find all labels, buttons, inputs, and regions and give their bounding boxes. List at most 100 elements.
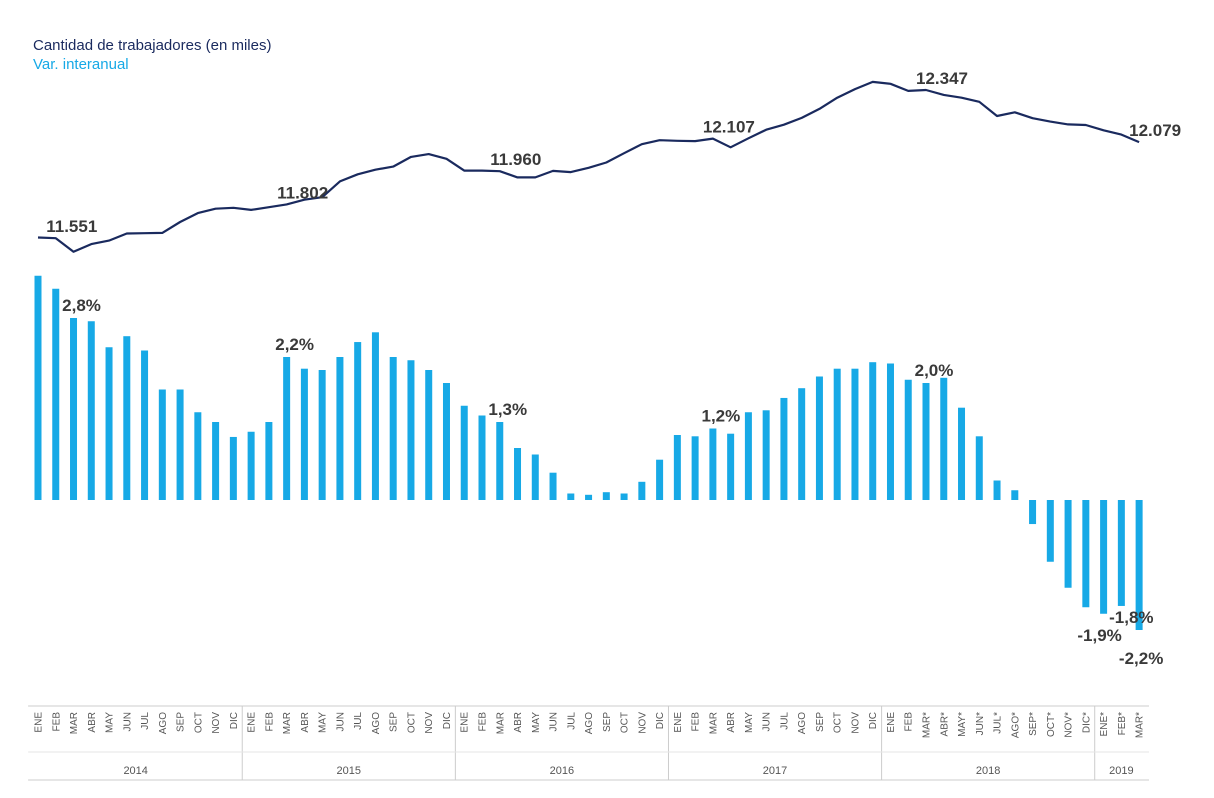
month-tick-label: FEB xyxy=(51,712,62,732)
month-tick-label: JUL xyxy=(779,712,790,730)
bar xyxy=(354,342,362,500)
month-tick-label: JUN xyxy=(122,712,133,731)
bar xyxy=(940,377,948,500)
month-tick-label: FEB* xyxy=(1117,712,1128,735)
bar xyxy=(158,389,166,500)
bar-value-label: 2,8% xyxy=(62,296,101,315)
bar xyxy=(105,347,113,500)
month-tick-label: ENE xyxy=(247,712,258,733)
month-tick-label: FEB xyxy=(478,712,489,732)
month-tick-label: MAY xyxy=(744,712,755,733)
month-tick-label: ABR xyxy=(513,712,524,733)
month-tick-label: MAR xyxy=(282,712,293,734)
line-value-label: 12.107 xyxy=(703,118,755,137)
month-tick-label: DIC xyxy=(655,712,666,729)
month-tick-label: MAY* xyxy=(957,712,968,737)
bar xyxy=(407,360,415,500)
month-tick-label: DIC xyxy=(868,712,879,729)
month-tick-label: AGO xyxy=(371,712,382,734)
month-tick-label: OCT xyxy=(833,712,844,733)
month-tick-label: MAR xyxy=(708,712,719,734)
bar xyxy=(656,459,664,500)
month-tick-label: JUL xyxy=(353,712,364,730)
month-tick-label: ENE xyxy=(886,712,897,733)
month-tick-label: SEP xyxy=(389,712,400,732)
bar xyxy=(567,493,575,500)
annotation-labels: 11.551 11.802 11.960 12.107 12.347 12.079 2,8%… xyxy=(46,69,1181,668)
bar xyxy=(1011,490,1019,500)
bar xyxy=(371,332,379,500)
bar xyxy=(638,481,646,500)
month-tick-label: ENE xyxy=(34,712,45,733)
legend-yoy-variation: Var. interanual xyxy=(33,56,129,73)
bar-value-label: -1,9% xyxy=(1077,626,1121,645)
bar xyxy=(229,436,237,500)
bar xyxy=(922,383,930,500)
month-tick-label: ENE xyxy=(460,712,471,733)
bar-value-label: -1,8% xyxy=(1109,608,1153,627)
month-tick-label: NOV xyxy=(211,712,222,734)
month-tick-label: ABR* xyxy=(939,712,950,737)
bar xyxy=(87,321,95,500)
bar xyxy=(780,397,788,500)
bar xyxy=(602,492,610,500)
bar-value-label: 1,3% xyxy=(488,400,527,419)
bar xyxy=(70,318,78,500)
month-tick-label: JUL xyxy=(566,712,577,730)
month-tick-label: NOV xyxy=(637,712,648,734)
month-tick-label: MAR* xyxy=(922,712,933,738)
month-tick-label: MAR xyxy=(69,712,80,734)
bar xyxy=(1082,500,1090,608)
workers-line xyxy=(37,80,1140,253)
bar-value-label: 1,2% xyxy=(702,407,741,426)
bar xyxy=(1100,500,1108,614)
bar xyxy=(425,370,433,500)
bar xyxy=(673,435,681,500)
bar xyxy=(389,357,397,500)
bar xyxy=(709,428,717,500)
month-tick-label: DIC xyxy=(229,712,240,729)
year-label: 2019 xyxy=(1109,765,1133,777)
bar xyxy=(691,436,699,500)
bar xyxy=(336,357,344,500)
month-tick-label: SEP xyxy=(176,712,187,732)
bar xyxy=(141,350,149,500)
month-tick-label: MAY xyxy=(531,712,542,733)
month-tick-label: FEB xyxy=(264,712,275,732)
month-tick-label: MAR xyxy=(495,712,506,734)
bar xyxy=(762,410,770,500)
bar xyxy=(442,383,450,500)
month-tick-label: AGO xyxy=(797,712,808,734)
bar xyxy=(993,480,1001,500)
month-tick-label: OCT xyxy=(406,712,417,733)
bar-value-label: 2,2% xyxy=(275,335,314,354)
bar xyxy=(300,368,308,500)
month-tick-label: DIC xyxy=(442,712,453,729)
month-tick-label: SEP xyxy=(815,712,826,732)
month-tick-label: OCT xyxy=(620,712,631,733)
month-tick-label: OCT* xyxy=(1046,712,1057,737)
bar-value-label: -2,2% xyxy=(1119,649,1163,668)
month-tick-label: JUN* xyxy=(975,712,986,735)
line-value-label: 12.079 xyxy=(1129,121,1181,140)
month-tick-label: JUL xyxy=(140,712,151,730)
bar xyxy=(531,454,539,500)
month-tick-label: FEB xyxy=(904,712,915,732)
chart-legend: Cantidad de trabajadores (en miles) Var.… xyxy=(33,36,271,74)
year-label: 2014 xyxy=(123,765,147,777)
bar xyxy=(851,368,859,500)
month-tick-label: FEB xyxy=(691,712,702,732)
month-tick-label: NOV xyxy=(424,712,435,734)
line-value-label: 12.347 xyxy=(916,69,968,88)
bar xyxy=(265,422,273,500)
year-label: 2015 xyxy=(337,765,361,777)
bar xyxy=(815,376,823,500)
month-tick-label: OCT xyxy=(193,712,204,733)
bar xyxy=(34,275,42,500)
month-tick-label: JUL* xyxy=(993,712,1004,734)
bar xyxy=(478,415,486,500)
bar xyxy=(318,370,326,500)
month-tick-label: ABR xyxy=(87,712,98,733)
bar xyxy=(52,288,60,500)
